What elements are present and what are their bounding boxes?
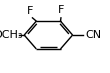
Text: F: F <box>58 5 64 15</box>
Text: F: F <box>27 6 33 16</box>
Text: CN: CN <box>86 30 102 40</box>
Text: OCH₃: OCH₃ <box>0 30 23 40</box>
